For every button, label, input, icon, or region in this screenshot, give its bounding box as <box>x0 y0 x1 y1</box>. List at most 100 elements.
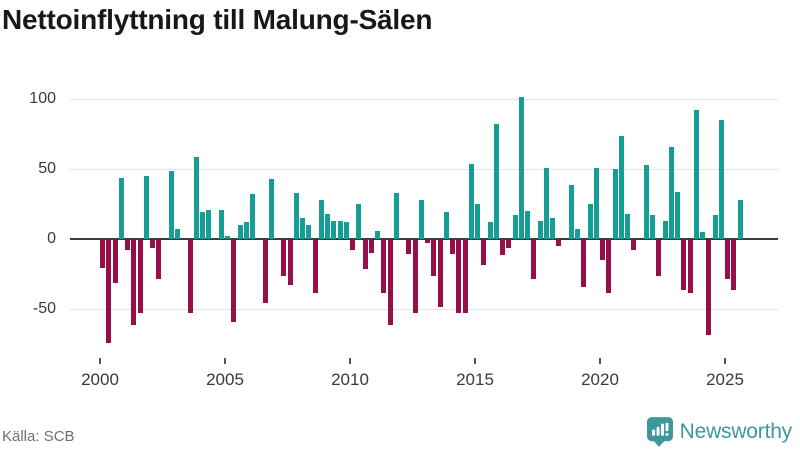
bar-2009-Q4 <box>343 222 349 239</box>
bar-2011-Q1 <box>375 230 380 239</box>
bar-2015-Q2 <box>481 240 487 266</box>
x-tick-label: 2020 <box>581 370 619 389</box>
gridline <box>70 308 778 310</box>
bar-2006-Q1 <box>250 194 255 239</box>
bar-2005-Q4 <box>243 222 249 239</box>
bar-2015-Q4 <box>493 124 499 239</box>
bar-2017-Q2 <box>531 240 537 280</box>
bar-2013-Q1 <box>425 240 430 243</box>
bar-2001-Q2 <box>131 240 137 326</box>
bar-2004-Q4 <box>218 209 224 239</box>
bar-2019-Q3 <box>587 204 593 239</box>
bar-2004-Q2 <box>206 209 212 239</box>
bar-2012-Q4 <box>418 199 424 239</box>
bar-2021-Q1 <box>625 213 630 239</box>
chart-title: Nettoinflyttning till Malung-Sälen <box>2 4 433 35</box>
bar-2025-Q2 <box>731 240 737 291</box>
bar-2013-Q2 <box>431 240 437 277</box>
x-tick <box>349 358 351 364</box>
bar-2022-Q4 <box>668 146 674 239</box>
bar-2013-Q4 <box>443 212 449 239</box>
bar-2000-Q2 <box>106 240 112 344</box>
bar-2005-Q3 <box>237 225 243 239</box>
bar-2014-Q2 <box>456 240 462 313</box>
x-tick-label: 2015 <box>456 370 494 389</box>
bar-2019-Q1 <box>575 229 580 239</box>
bar-2010-Q1 <box>350 240 355 250</box>
bar-2001-Q1 <box>125 240 130 250</box>
bar-2000-Q1 <box>100 240 105 268</box>
bar-2000-Q4 <box>118 177 124 239</box>
bar-2023-Q3 <box>687 240 693 294</box>
x-tick-label: 2010 <box>331 370 369 389</box>
bar-2016-Q3 <box>512 215 518 239</box>
bar-2021-Q2 <box>631 240 637 250</box>
bar-2008-Q2 <box>306 225 312 239</box>
bar-2012-Q2 <box>406 240 412 254</box>
y-axis-labels: 100 50 0 -50 <box>0 90 56 362</box>
bar-2018-Q2 <box>556 240 562 246</box>
bar-2024-Q1 <box>700 232 705 239</box>
x-tick-label: 2025 <box>706 370 744 389</box>
bar-2015-Q3 <box>487 222 493 239</box>
bar-2007-Q4 <box>293 192 299 239</box>
bar-2011-Q4 <box>393 192 399 239</box>
bar-2007-Q3 <box>287 240 293 285</box>
x-tick-label: 2005 <box>206 370 244 389</box>
bar-2021-Q4 <box>643 164 649 239</box>
bar-2025-Q3 <box>737 199 743 239</box>
bar-2015-Q1 <box>475 204 480 239</box>
x-tick <box>599 358 601 364</box>
bar-2017-Q4 <box>543 167 549 239</box>
bar-2020-Q1 <box>600 240 605 260</box>
bar-2009-Q2 <box>331 220 337 239</box>
bar-2014-Q1 <box>450 240 455 254</box>
bar-2011-Q2 <box>381 240 387 294</box>
bar-2016-Q1 <box>500 240 505 256</box>
bar-2016-Q4 <box>518 96 524 239</box>
bar-2007-Q2 <box>281 240 287 277</box>
bar-2023-Q4 <box>693 110 699 239</box>
bar-2023-Q2 <box>681 240 687 291</box>
bar-2006-Q4 <box>268 178 274 239</box>
bar-2020-Q4 <box>618 135 624 239</box>
bar-2013-Q3 <box>437 240 443 308</box>
x-tick <box>474 358 476 364</box>
bar-2001-Q3 <box>137 240 143 313</box>
bar-2003-Q1 <box>175 229 180 239</box>
bar-2000-Q3 <box>112 240 118 284</box>
zero-line <box>70 238 778 240</box>
bar-chart-speech-bubble-icon <box>646 417 673 447</box>
bar-2018-Q4 <box>568 184 574 239</box>
bar-2020-Q2 <box>606 240 612 294</box>
bar-2005-Q2 <box>231 240 237 323</box>
y-tick-label: 0 <box>47 230 56 247</box>
bar-2006-Q3 <box>262 240 268 303</box>
bar-2008-Q3 <box>312 240 318 294</box>
bar-2017-Q3 <box>537 220 543 239</box>
bar-2014-Q4 <box>468 163 474 239</box>
source-label: Källa: SCB <box>2 428 75 445</box>
bar-2014-Q3 <box>462 240 468 313</box>
bar-2024-Q4 <box>718 120 724 239</box>
bar-2010-Q4 <box>368 240 374 253</box>
bar-2009-Q1 <box>325 213 330 239</box>
bar-2012-Q3 <box>412 240 418 313</box>
x-tick-label: 2000 <box>81 370 119 389</box>
bar-2003-Q4 <box>193 156 199 239</box>
x-tick <box>724 358 726 364</box>
bar-2010-Q2 <box>356 204 362 239</box>
y-tick-label: -50 <box>32 299 56 317</box>
y-tick-label: 100 <box>29 90 56 108</box>
brand-logo: Newsworthy <box>646 417 792 447</box>
bar-2023-Q1 <box>675 191 680 239</box>
bar-2008-Q4 <box>318 199 324 239</box>
bar-2002-Q2 <box>156 240 162 280</box>
bar-2019-Q2 <box>581 240 587 288</box>
bar-2024-Q3 <box>712 215 718 239</box>
bar-2025-Q1 <box>725 240 730 280</box>
bar-2009-Q3 <box>337 220 343 239</box>
bar-2008-Q1 <box>300 218 305 239</box>
bar-2022-Q1 <box>650 215 655 239</box>
